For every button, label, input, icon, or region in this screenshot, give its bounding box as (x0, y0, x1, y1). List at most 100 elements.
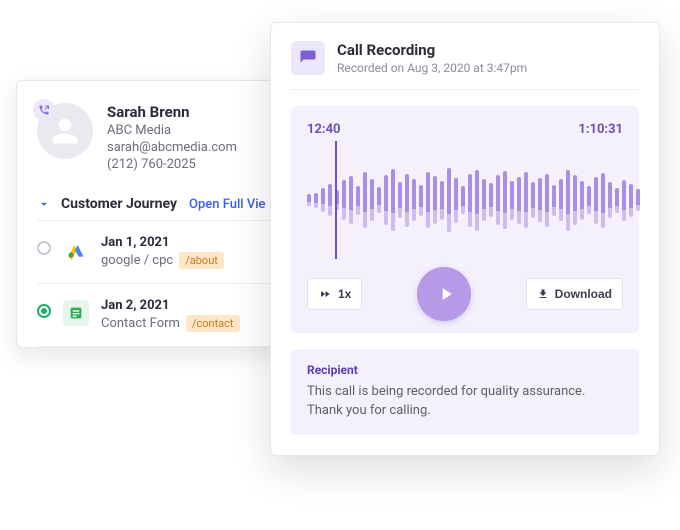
timeline-source: google / cpc (101, 253, 173, 268)
waveform-bar (405, 174, 409, 227)
waveform-bar (622, 180, 626, 221)
play-icon (436, 284, 456, 304)
download-button[interactable]: Download (526, 278, 623, 310)
waveform-bar (377, 187, 381, 213)
waveform-bar (447, 168, 451, 232)
avatar (37, 103, 93, 159)
speed-button[interactable]: 1x (307, 278, 362, 310)
waveform-bar (356, 186, 360, 215)
incoming-call-badge (33, 99, 55, 121)
waveform-bar (384, 175, 388, 225)
waveform-bar (552, 185, 556, 216)
timeline-date: Jan 2, 2021 (101, 298, 295, 313)
waveform-bar (482, 179, 486, 221)
waveform-bar (307, 194, 311, 206)
recording-header-text: Call Recording Recorded on Aug 3, 2020 a… (337, 41, 527, 75)
download-icon (537, 288, 549, 300)
waveform-bar (328, 184, 332, 216)
contact-email: sarah@abcmedia.com (107, 140, 237, 155)
waveform-bar (538, 178, 542, 222)
waveform-bar (608, 182, 612, 218)
waveform-bar (496, 175, 500, 225)
waveform-bar (440, 181, 444, 220)
path-chip: /contact (186, 315, 240, 332)
timeline-content: Jan 2, 2021 Contact Form /contact (101, 298, 295, 332)
waveform-bar (314, 193, 318, 208)
timeline-date: Jan 1, 2021 (101, 235, 295, 250)
waveform-bar (573, 175, 577, 225)
google-ads-icon (63, 237, 89, 263)
waveform-bar (398, 182, 402, 218)
recording-header: Call Recording Recorded on Aug 3, 2020 a… (291, 41, 639, 90)
timeline-node-open (37, 241, 51, 255)
waveform-bar (587, 186, 591, 214)
waveform-bar (531, 182, 535, 218)
contact-company: ABC Media (107, 123, 237, 138)
profile-text: Sarah Brenn ABC Media sarah@abcmedia.com… (107, 103, 237, 172)
speed-label: 1x (338, 287, 351, 301)
journey-timeline: Jan 1, 2021 google / cpc /about Jan 2, 2… (37, 220, 295, 347)
phone-incoming-icon (38, 104, 50, 116)
waveform-bar (629, 184, 633, 217)
timeline-source: Contact Form (101, 316, 180, 331)
waveform-bar (636, 189, 640, 211)
playhead-cursor[interactable] (335, 141, 337, 259)
waveform-bar (489, 183, 493, 217)
waveform-bar (510, 181, 514, 220)
journey-header: Customer Journey Open Full Vie (37, 196, 295, 220)
waveform-bar (475, 170, 479, 231)
waveform-bar (370, 179, 374, 221)
path-chip: /about (179, 252, 224, 269)
transcript-speaker: Recipient (307, 363, 623, 377)
waveform-bar (391, 169, 395, 231)
open-full-view-link[interactable]: Open Full Vie (189, 197, 265, 212)
waveform-bar (517, 177, 521, 224)
waveform-bar (461, 186, 465, 214)
recording-title: Call Recording (337, 41, 527, 59)
timeline-sub: Contact Form /contact (101, 315, 295, 332)
contact-phone: (212) 760-2025 (107, 157, 237, 172)
call-recording-card: Call Recording Recorded on Aug 3, 2020 a… (270, 22, 660, 456)
waveform-bar (524, 172, 528, 228)
timeline-row[interactable]: Jan 1, 2021 google / cpc /about (37, 221, 295, 284)
recording-subtitle: Recorded on Aug 3, 2020 at 3:47pm (337, 61, 527, 75)
waveform-panel: 12:40 1:10:31 1x Download (291, 106, 639, 333)
waveform-bar (412, 179, 416, 221)
timeline-row[interactable]: Jan 2, 2021 Contact Form /contact (37, 284, 295, 347)
contact-name: Sarah Brenn (107, 103, 237, 121)
form-icon (63, 300, 89, 326)
timeline-node-filled (37, 304, 51, 318)
waveform-bar (349, 176, 353, 224)
waveform-bar (503, 171, 507, 229)
waveform-bar (594, 177, 598, 224)
chevron-down-icon[interactable] (37, 197, 51, 211)
time-total: 1:10:31 (578, 122, 623, 137)
profile-row: Sarah Brenn ABC Media sarah@abcmedia.com… (37, 103, 295, 172)
waveform-bar (559, 179, 563, 221)
waveform[interactable] (307, 145, 623, 255)
recording-icon (291, 41, 325, 75)
waveform-bar (468, 174, 472, 227)
waveform-bar (545, 174, 549, 227)
waveform-bar (454, 178, 458, 223)
time-elapsed: 12:40 (307, 122, 341, 137)
player-controls: 1x Download (307, 267, 623, 321)
waveform-bar (433, 176, 437, 224)
waveform-bar (566, 170, 570, 231)
waveform-bar (321, 188, 325, 212)
play-button[interactable] (417, 267, 471, 321)
waveform-bar (363, 172, 367, 228)
waveform-bar (580, 181, 584, 220)
waveform-bar (601, 173, 605, 228)
fast-forward-icon (318, 288, 332, 300)
transcript-panel: Recipient This call is being recorded fo… (291, 349, 639, 435)
time-row: 12:40 1:10:31 (307, 122, 623, 137)
transcript-body: This call is being recorded for quality … (307, 383, 623, 421)
waveform-bar (615, 188, 619, 213)
waveform-bar (342, 180, 346, 220)
waveform-bar (419, 185, 423, 216)
journey-title: Customer Journey (61, 196, 177, 212)
timeline-content: Jan 1, 2021 google / cpc /about (101, 235, 295, 269)
timeline-sub: google / cpc /about (101, 252, 295, 269)
person-icon (50, 116, 80, 146)
